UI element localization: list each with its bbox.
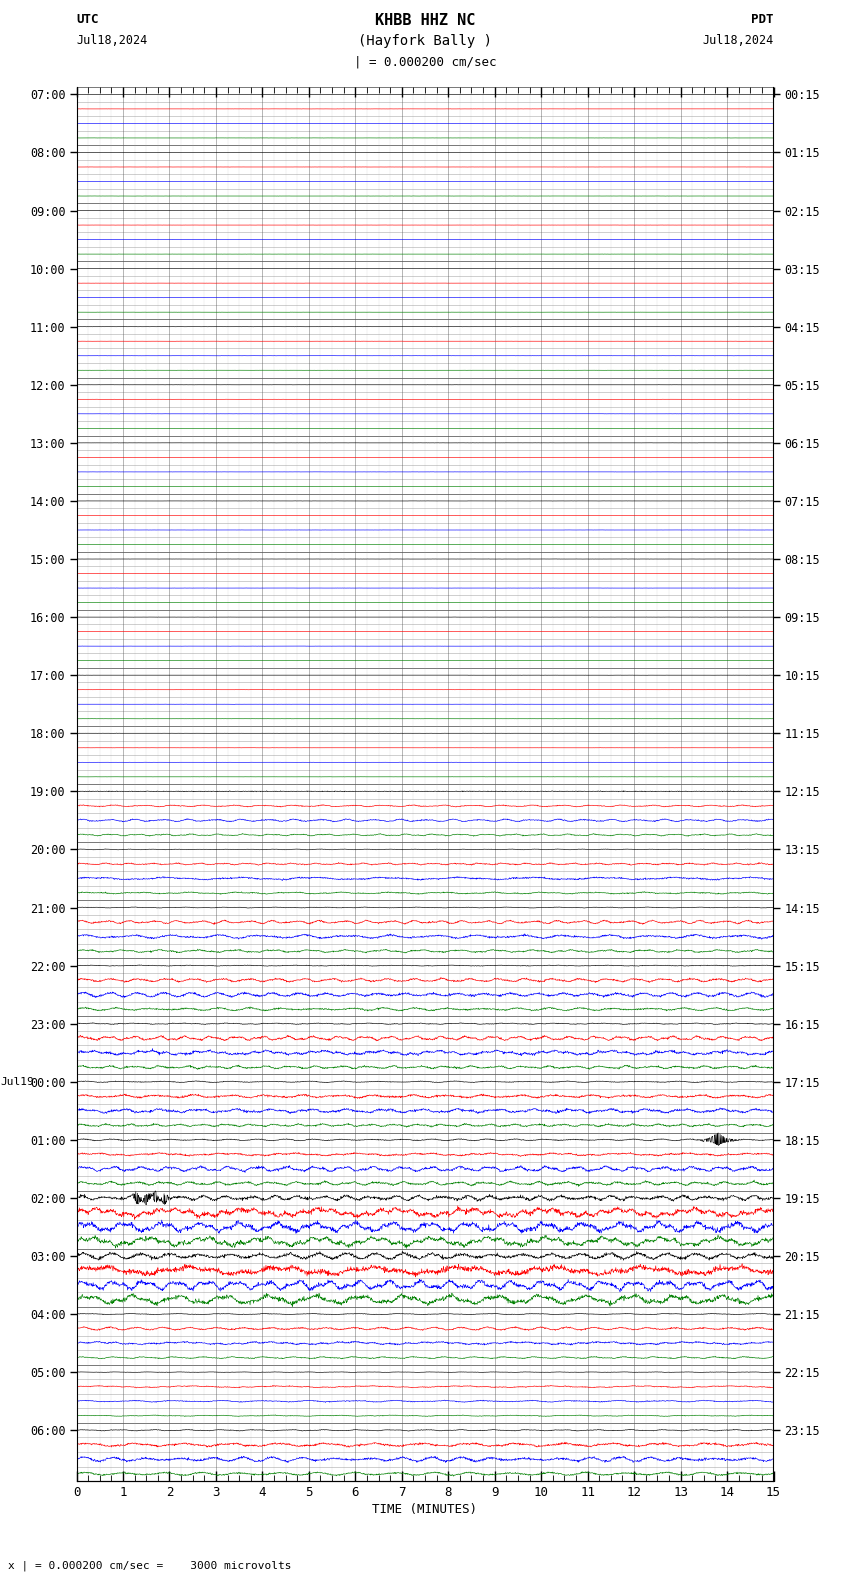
Text: UTC: UTC [76, 13, 99, 25]
Text: PDT: PDT [751, 13, 774, 25]
Text: Jul18,2024: Jul18,2024 [702, 33, 774, 46]
X-axis label: TIME (MINUTES): TIME (MINUTES) [372, 1503, 478, 1516]
Text: | = 0.000200 cm/sec: | = 0.000200 cm/sec [354, 55, 496, 68]
Text: Jul18,2024: Jul18,2024 [76, 33, 148, 46]
Text: KHBB HHZ NC: KHBB HHZ NC [375, 13, 475, 29]
Text: Jul19: Jul19 [0, 1077, 34, 1087]
Text: (Hayfork Bally ): (Hayfork Bally ) [358, 33, 492, 48]
Text: x | = 0.000200 cm/sec =    3000 microvolts: x | = 0.000200 cm/sec = 3000 microvolts [8, 1560, 292, 1571]
